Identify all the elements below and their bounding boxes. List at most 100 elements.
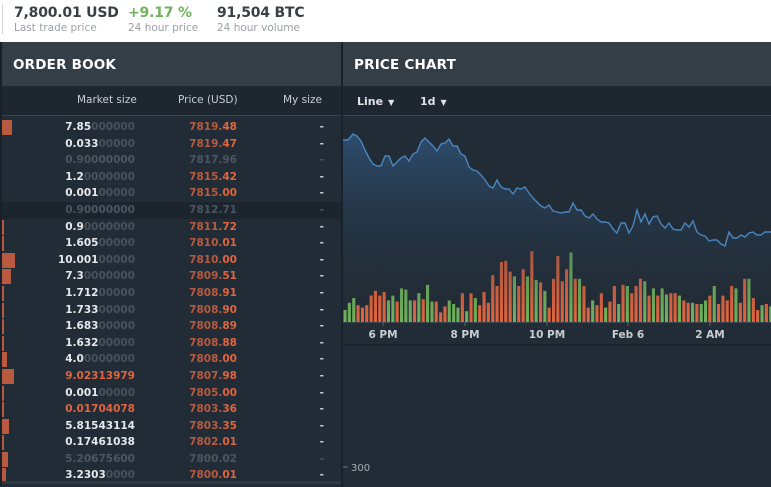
market-size: 1.60500000 <box>65 237 135 250</box>
market-size: 0.03300000 <box>65 137 135 150</box>
my-size: - <box>319 154 324 167</box>
my-size: - <box>319 353 324 366</box>
market-size: 0.90000000 <box>65 220 135 233</box>
depth-bar <box>2 352 7 368</box>
last-trade-stat: 7,800.01 USD Last trade price <box>14 5 119 34</box>
market-size: 0.00100000 <box>65 187 135 200</box>
depth-bar <box>2 402 4 418</box>
price: 7819.47 <box>189 137 237 150</box>
last-trade-value: 7,800.01 USD <box>14 5 119 21</box>
price: 7815.42 <box>189 170 237 183</box>
depth-bar <box>2 269 11 285</box>
price: 7802.01 <box>189 436 237 449</box>
order-book-row[interactable]: 4.00000000 7808.00 - <box>2 351 341 368</box>
market-size: 4.00000000 <box>65 353 135 366</box>
order-book-row[interactable]: 0.00100000 7815.00 - <box>2 185 341 202</box>
interval-value: 1d <box>420 95 436 108</box>
depth-bar <box>2 120 12 135</box>
market-size: 0.01704078 <box>65 403 135 416</box>
my-size: - <box>319 386 324 399</box>
column-my-size[interactable]: My size <box>283 94 322 106</box>
price: 7800.02 <box>189 452 237 465</box>
price: 7817.96 <box>189 154 237 167</box>
order-book-rows: 7.85000000 7819.48-0.03300000 7819.47-0.90… <box>2 116 341 484</box>
my-size: - <box>319 170 324 183</box>
market-size: 0.00100000 <box>65 386 135 399</box>
market-size: 1.20000000 <box>65 170 135 183</box>
price: 7808.89 <box>189 320 237 333</box>
order-book-row[interactable]: 9.02313979 7807.98 - <box>2 368 341 385</box>
price: 7803.35 <box>189 419 237 432</box>
x-axis-label: 2 AM <box>695 329 725 341</box>
interval-dropdown[interactable]: 1d ▼ <box>420 95 447 108</box>
order-book-row[interactable]: 5.20675600 7800.02 - <box>2 451 341 468</box>
my-size: - <box>319 187 324 200</box>
market-size: 1.71200000 <box>65 286 135 299</box>
market-size: 10.00100000 <box>57 253 135 266</box>
market-size: 3.23030000 <box>65 469 135 482</box>
order-book-row[interactable]: 3.23030000 7800.01 - <box>2 467 341 484</box>
order-book-row[interactable]: 1.60500000 7810.01 - <box>2 235 341 252</box>
caret-down-icon: ▼ <box>388 98 395 107</box>
my-size: - <box>319 403 324 416</box>
order-book-row[interactable]: 1.71200000 7808.91 - <box>2 285 341 302</box>
order-book-row[interactable]: 1.68300000 7808.89 - <box>2 318 341 335</box>
my-size: - <box>319 253 324 266</box>
price-line <box>343 133 771 248</box>
x-axis-label: 6 PM <box>368 329 397 341</box>
order-book-title: ORDER BOOK <box>2 42 341 86</box>
chart-type-dropdown[interactable]: Line ▼ <box>357 95 394 108</box>
x-axis: 6 PM 8 PM 10 PM Feb 6 2 AM <box>368 322 725 341</box>
ticker-bar: 7,800.01 USD Last trade price +9.17 % 24… <box>0 0 771 42</box>
price: 7808.00 <box>189 353 237 366</box>
depth-bar <box>2 319 4 335</box>
column-price[interactable]: Price (USD) <box>178 94 238 106</box>
price: 7815.00 <box>189 187 237 200</box>
volume-stat: 91,504 BTC 24 hour volume <box>217 5 305 34</box>
order-book-row[interactable]: 0.03300000 7819.47 - <box>2 136 341 153</box>
market-size: 7.85000000 <box>65 121 135 133</box>
order-book-column-header: Market size Price (USD) My size <box>2 86 341 116</box>
my-size: - <box>319 419 324 432</box>
depth-bar <box>2 418 9 434</box>
order-book-row[interactable]: 0.01704078 7803.36 - <box>2 401 341 418</box>
order-book-row[interactable]: 0.90000000 7811.72 - <box>2 219 341 236</box>
order-book-row[interactable]: 1.73300000 7808.90 - <box>2 302 341 319</box>
price: 7812.71 <box>189 203 237 216</box>
market-size: 0.90000000 <box>65 203 135 216</box>
my-size: - <box>319 369 324 382</box>
last-trade-label: Last trade price <box>14 22 97 34</box>
my-size: - <box>319 303 324 316</box>
price-volume-chart[interactable]: 6 PM 8 PM 10 PM Feb 6 2 AM 300 <box>343 116 771 487</box>
price: 7809.51 <box>189 270 237 283</box>
order-book-row[interactable]: 7.85000000 7819.48 - <box>2 119 341 136</box>
depth-bar <box>2 368 14 384</box>
order-book-row[interactable]: 0.17461038 7802.01 - <box>2 434 341 451</box>
price-area <box>343 134 771 322</box>
my-size: - <box>319 220 324 233</box>
price: 7808.88 <box>189 336 237 349</box>
price: 7810.01 <box>189 237 237 250</box>
depth-bar <box>2 385 4 401</box>
order-book-row[interactable]: 5.81543114 7803.35 - <box>2 418 341 435</box>
order-book-row[interactable]: 0.90000000 7812.71 - <box>2 201 341 219</box>
market-size: 5.81543114 <box>65 419 135 432</box>
price: 7807.98 <box>189 369 237 382</box>
depth-bar <box>2 236 4 252</box>
order-book-row[interactable]: 1.63200000 7808.88 - <box>2 335 341 352</box>
depth-bar <box>2 219 4 235</box>
order-book-row[interactable]: 10.00100000 7810.00 - <box>2 252 341 269</box>
market-size: 5.20675600 <box>65 452 135 465</box>
order-book-row[interactable]: 0.00100000 7805.00 - <box>2 385 341 402</box>
column-market-size[interactable]: Market size <box>77 94 137 106</box>
order-book-row[interactable]: 0.90000000 7817.96 - <box>2 152 341 169</box>
order-book-scrollbar[interactable] <box>2 481 341 484</box>
depth-bar <box>2 252 15 268</box>
order-book-row[interactable]: 1.20000000 7815.42 - <box>2 169 341 186</box>
my-size: - <box>319 320 324 333</box>
order-book-row[interactable]: 7.30000000 7809.51 - <box>2 268 341 285</box>
market-size: 1.63200000 <box>65 336 135 349</box>
market-size: 9.02313979 <box>65 369 135 382</box>
my-size: - <box>319 137 324 150</box>
my-size: - <box>319 452 324 465</box>
